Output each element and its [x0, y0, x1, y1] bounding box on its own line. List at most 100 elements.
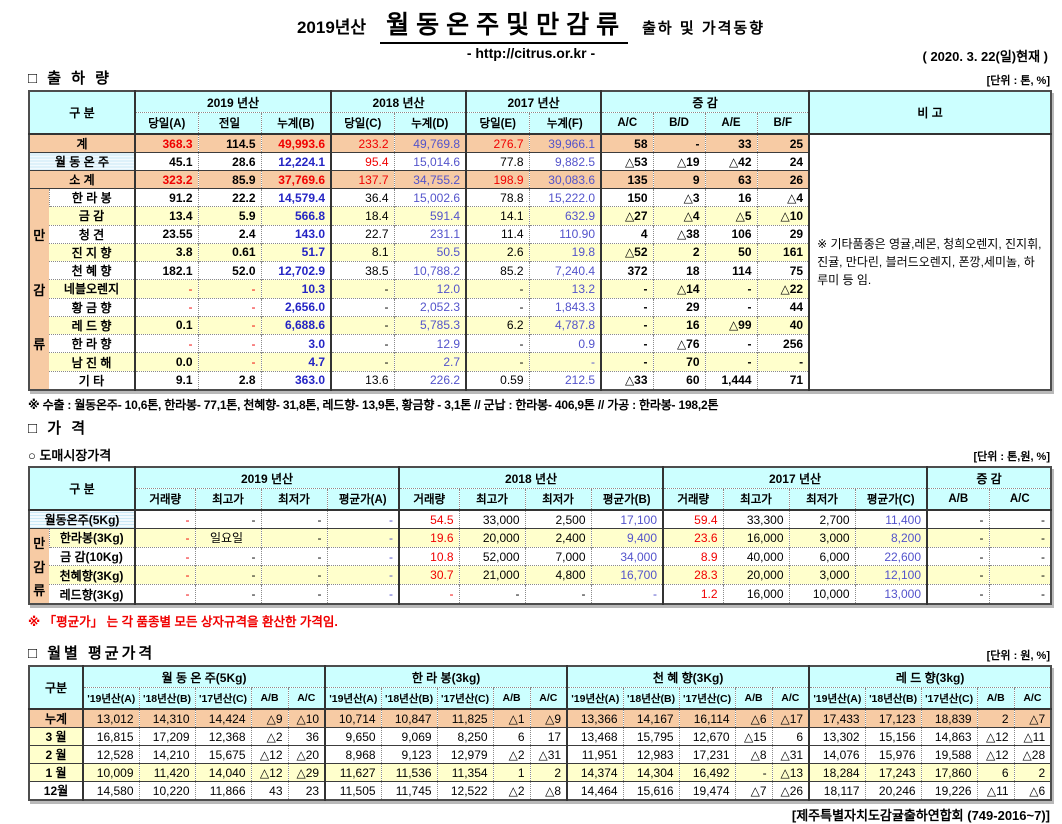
cell: 8,200	[854, 528, 928, 548]
cell: △6	[734, 708, 773, 728]
cell: △2	[492, 745, 531, 764]
col-head: '19년산(A)	[82, 687, 139, 709]
cell: △5	[704, 206, 758, 226]
cell: 9,400	[590, 528, 664, 548]
col-head: '18년산(B)	[864, 687, 922, 709]
cell: 9,069	[380, 727, 438, 746]
col-head-2017: 2017 년산	[465, 91, 602, 113]
row-label: 남 진 해	[49, 352, 136, 372]
table-row: 월 동 온 주 45.1 28.6 12,224.1 95.4 15,014.6 77.8 9…	[29, 152, 1051, 171]
table-row: 황 금 향 - -2,656.0-2,052.3-1,843.3-29-44	[29, 297, 1051, 317]
cell: 11,420	[138, 763, 195, 782]
cell: -	[988, 546, 1052, 566]
wholesale-unit-label: [단위 : 톤,원, %]	[973, 451, 1050, 463]
cell: 14,076	[808, 745, 866, 764]
cell: 8,968	[324, 745, 382, 764]
cell: △8	[734, 745, 773, 764]
cell: 198.9	[465, 170, 530, 189]
cell: -	[260, 509, 328, 529]
cell: △17	[771, 708, 810, 728]
cell: 15,156	[864, 727, 922, 746]
cell: △33	[600, 370, 654, 390]
cell: 14,580	[82, 781, 139, 800]
cell: -	[260, 546, 328, 566]
cell: 40,000	[722, 546, 790, 566]
cell: 12,100	[854, 565, 928, 585]
cell: 3,000	[788, 528, 856, 548]
cell: 6	[976, 763, 1015, 782]
cell: 2.4	[197, 224, 262, 244]
cell: -	[326, 584, 400, 604]
cell: 226.2	[393, 370, 467, 390]
cell: 23.6	[662, 528, 724, 548]
col-head: 거래량	[134, 488, 196, 510]
table-row: 만 감 류 한라봉(3Kg) - 일요일 - -19.6 20,000 2,400 9,400 23.…	[29, 528, 1052, 604]
cell: △12	[976, 727, 1015, 746]
cell: 7,000	[524, 546, 592, 566]
cell: -	[260, 528, 328, 548]
cell: -	[704, 352, 758, 372]
cell: △12	[976, 745, 1015, 764]
table-row: 12월 14,580 10,220 11,866 43 23 11,505 11,745 12,…	[29, 781, 1052, 800]
cell: -	[326, 509, 400, 529]
cell: △11	[976, 781, 1015, 800]
cell: 6,000	[788, 546, 856, 566]
cell: -	[398, 584, 460, 604]
cell: △4	[652, 206, 706, 226]
cell: 2,656.0	[260, 297, 332, 317]
cell: 2	[1013, 763, 1052, 782]
cell: 13,012	[82, 708, 139, 728]
cell: 3,000	[788, 565, 856, 585]
col-head: 평균가(B)	[590, 488, 664, 510]
cell: 6,688.6	[260, 315, 332, 335]
col-head: '18년산(B)	[138, 687, 195, 709]
cell: △9	[529, 708, 568, 728]
col-head: A/B	[250, 687, 288, 709]
row-label: 금 감(10Kg)	[49, 546, 136, 566]
cell: 17,433	[808, 708, 866, 728]
cell: 12.9	[393, 334, 467, 353]
shipment-table: 구 분 2019 년산 2018 년산 2017 년산 증 감 비 고 당일(A…	[28, 90, 1053, 391]
cell: 14,040	[194, 763, 251, 782]
cell: 39,966.1	[528, 133, 602, 153]
cell: 54.5	[398, 509, 460, 529]
cell: 9,882.5	[528, 152, 602, 171]
table-row: 진 지 향 3.8 0.61 51.7 8.1 50.5 2.6 19.8 △52 2 50 161	[29, 242, 1051, 262]
cell: △14	[652, 279, 706, 299]
cell: -	[988, 528, 1052, 548]
cell: 2.7	[393, 352, 467, 372]
col-head: '19년산(A)	[324, 687, 382, 709]
col-head: A/C	[529, 687, 568, 709]
col-head-gubun: 구 분	[29, 467, 136, 510]
cell: 2,700	[788, 509, 856, 529]
cell: 20,246	[864, 781, 922, 800]
cell: -	[926, 565, 990, 585]
col-head-hallabong: 한 라 봉(3kg)	[324, 666, 568, 688]
cell: -	[926, 546, 990, 566]
cell: 49,769.8	[393, 133, 467, 153]
cell: 11,951	[566, 745, 624, 764]
cell: 18,117	[808, 781, 866, 800]
cell: 3.0	[260, 334, 332, 353]
col-head: A/C	[988, 488, 1052, 510]
cell: 17,123	[864, 708, 922, 728]
row-label: 한라봉(3Kg)	[48, 528, 136, 548]
cell: 17,231	[678, 745, 736, 764]
site-url-link[interactable]: - http://citrus.or.kr -	[466, 45, 596, 61]
cell: 30,083.6	[528, 170, 602, 189]
cell: 52,000	[458, 546, 526, 566]
row-label: 네블오렌지	[49, 279, 136, 299]
header-row: 당일(A) 전일 누계(B) 당일(C) 누계(D) 당일(E) 누계(F) A…	[29, 112, 1051, 134]
col-head: 누계(B)	[260, 112, 332, 134]
cell: 14.1	[465, 206, 530, 226]
cell: 233.2	[330, 133, 395, 153]
row-label: 3 월	[29, 727, 83, 746]
wholesale-price-table: 구 분 2019 년산 2018 년산 2017 년산 증 감 거래량 최고가 …	[28, 466, 1053, 605]
col-head-2018: 2018 년산	[330, 91, 467, 113]
col-head: 최고가	[194, 488, 262, 510]
cell: 8.9	[662, 546, 724, 566]
cell: 137.7	[330, 170, 395, 189]
col-head: A/C	[1013, 687, 1052, 709]
cell: 23.55	[134, 224, 199, 244]
